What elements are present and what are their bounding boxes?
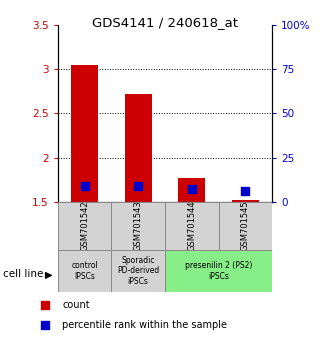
Bar: [125, 94, 151, 202]
Bar: [165, 250, 272, 292]
Bar: [218, 202, 272, 250]
Text: GSM701542: GSM701542: [80, 200, 89, 251]
Text: GSM701543: GSM701543: [134, 200, 143, 251]
Bar: [232, 200, 259, 202]
Bar: [112, 250, 165, 292]
Point: [42, 302, 47, 308]
Bar: [165, 202, 218, 250]
Bar: [71, 65, 98, 202]
Point: [243, 188, 248, 194]
Point: [136, 183, 141, 189]
Bar: [58, 202, 112, 250]
Text: GSM701544: GSM701544: [187, 200, 196, 251]
Text: GSM701545: GSM701545: [241, 200, 250, 251]
Bar: [179, 178, 205, 202]
Text: Sporadic
PD-derived
iPSCs: Sporadic PD-derived iPSCs: [117, 256, 159, 286]
Point: [82, 183, 87, 189]
Bar: [58, 250, 112, 292]
Text: percentile rank within the sample: percentile rank within the sample: [62, 320, 227, 330]
Text: cell line: cell line: [3, 269, 44, 279]
Text: presenilin 2 (PS2)
iPSCs: presenilin 2 (PS2) iPSCs: [185, 261, 252, 280]
Text: count: count: [62, 300, 90, 310]
Point: [42, 322, 47, 328]
Bar: [112, 202, 165, 250]
Text: control
IPSCs: control IPSCs: [71, 261, 98, 280]
Point: [189, 185, 194, 191]
Text: GDS4141 / 240618_at: GDS4141 / 240618_at: [92, 16, 238, 29]
